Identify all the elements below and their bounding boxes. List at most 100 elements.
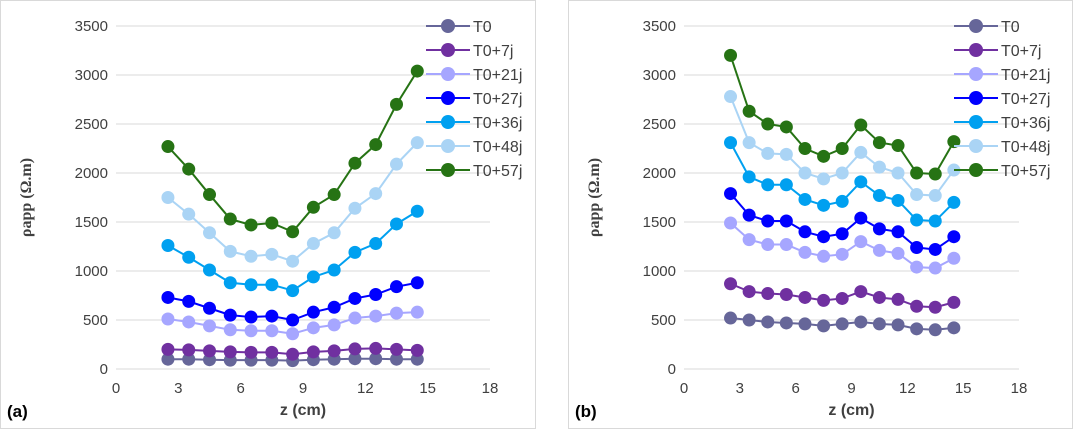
x-tick-label: 18 — [482, 380, 499, 397]
data-point — [891, 139, 905, 153]
data-point — [390, 217, 403, 231]
data-point — [724, 48, 738, 62]
x-axis-title: z (cm) — [828, 402, 874, 419]
data-point — [348, 311, 362, 325]
legend-label: T0+57j — [473, 163, 522, 180]
data-point — [761, 178, 775, 192]
legend-marker — [969, 67, 983, 81]
data-point — [223, 323, 237, 337]
data-point — [265, 324, 279, 338]
x-tick-label: 0 — [680, 380, 688, 397]
data-point — [286, 254, 300, 268]
data-point — [910, 188, 924, 202]
data-point — [244, 310, 258, 324]
data-point — [872, 290, 886, 304]
data-point — [928, 261, 942, 275]
data-point — [306, 321, 320, 335]
data-point — [327, 188, 341, 202]
data-point — [390, 280, 403, 294]
legend-marker — [441, 91, 455, 105]
data-point — [223, 244, 237, 258]
data-point — [872, 136, 886, 150]
y-tick-label: 2500 — [643, 116, 676, 133]
legend-label: T0+7j — [473, 43, 513, 60]
data-point — [779, 147, 793, 161]
data-point — [182, 250, 196, 264]
series-line — [167, 210, 418, 292]
data-point — [854, 211, 868, 225]
data-point — [761, 117, 775, 131]
data-point — [244, 249, 258, 263]
data-point — [928, 242, 942, 256]
data-point — [348, 352, 362, 366]
legend-marker — [969, 91, 983, 105]
data-point — [286, 225, 300, 239]
y-tick-label: 1500 — [75, 214, 108, 231]
data-point — [286, 313, 300, 327]
data-point — [306, 200, 320, 214]
y-tick-label: 3000 — [643, 67, 676, 84]
data-point — [306, 305, 320, 319]
data-point — [203, 344, 216, 358]
data-point — [779, 238, 793, 252]
data-point — [161, 342, 175, 356]
data-point — [327, 300, 341, 314]
data-point — [817, 319, 831, 333]
data-point — [223, 308, 237, 322]
legend-marker — [441, 67, 455, 81]
chart-a-svg: 0 500 1000 1500 2000 2500 3000 3500 0 3 6 9 12 15 18 z … — [7, 18, 522, 421]
data-point — [835, 227, 849, 241]
data-point — [286, 327, 300, 341]
x-tick-label: 3 — [174, 380, 182, 397]
y-tick-label: 500 — [651, 312, 676, 329]
x-tick-label: 0 — [112, 380, 120, 397]
data-point — [742, 208, 756, 222]
data-point — [779, 316, 793, 330]
data-point — [761, 214, 775, 228]
data-point — [369, 341, 383, 355]
data-point — [742, 285, 756, 299]
data-point — [161, 312, 175, 326]
data-point — [798, 142, 812, 155]
legend-label: T0+21j — [473, 67, 522, 84]
data-point — [761, 146, 775, 160]
data-point — [161, 191, 175, 204]
data-point — [390, 352, 403, 366]
data-point — [348, 342, 362, 356]
legend-marker — [441, 43, 455, 57]
data-point — [182, 352, 196, 366]
data-point — [854, 118, 868, 132]
data-point — [798, 225, 812, 239]
data-point — [798, 166, 812, 180]
data-point — [348, 291, 362, 305]
data-point — [182, 343, 196, 357]
y-tick-label: 0 — [668, 361, 676, 378]
data-point — [327, 263, 341, 277]
y-tick-label: 2000 — [75, 165, 108, 182]
data-point — [928, 167, 942, 181]
legend-label: T0 — [473, 19, 492, 36]
panel-label: (a) — [7, 402, 28, 421]
data-point — [817, 172, 831, 186]
y-axis-title: ρapp (Ω.m) — [18, 158, 35, 237]
data-point — [817, 149, 831, 163]
y-tick-label: 500 — [83, 312, 108, 329]
data-point — [947, 135, 961, 149]
legend-label: T0+7j — [1001, 43, 1041, 60]
x-tick-label: 6 — [236, 380, 244, 397]
data-point — [724, 136, 738, 150]
chart-panel-a: 0 500 1000 1500 2000 2500 3000 3500 0 3 6 9 12 15 18 z … — [0, 0, 536, 429]
data-point — [724, 311, 738, 325]
legend-marker — [441, 115, 455, 129]
data-point — [410, 64, 424, 78]
data-point — [742, 233, 756, 247]
data-point — [203, 263, 216, 277]
x-tick-label: 6 — [791, 380, 799, 397]
data-point — [410, 276, 424, 290]
legend-marker — [969, 163, 983, 177]
data-point — [798, 245, 812, 259]
data-point — [742, 313, 756, 327]
data-point — [947, 321, 961, 335]
data-point — [891, 292, 905, 306]
data-point — [854, 145, 868, 159]
